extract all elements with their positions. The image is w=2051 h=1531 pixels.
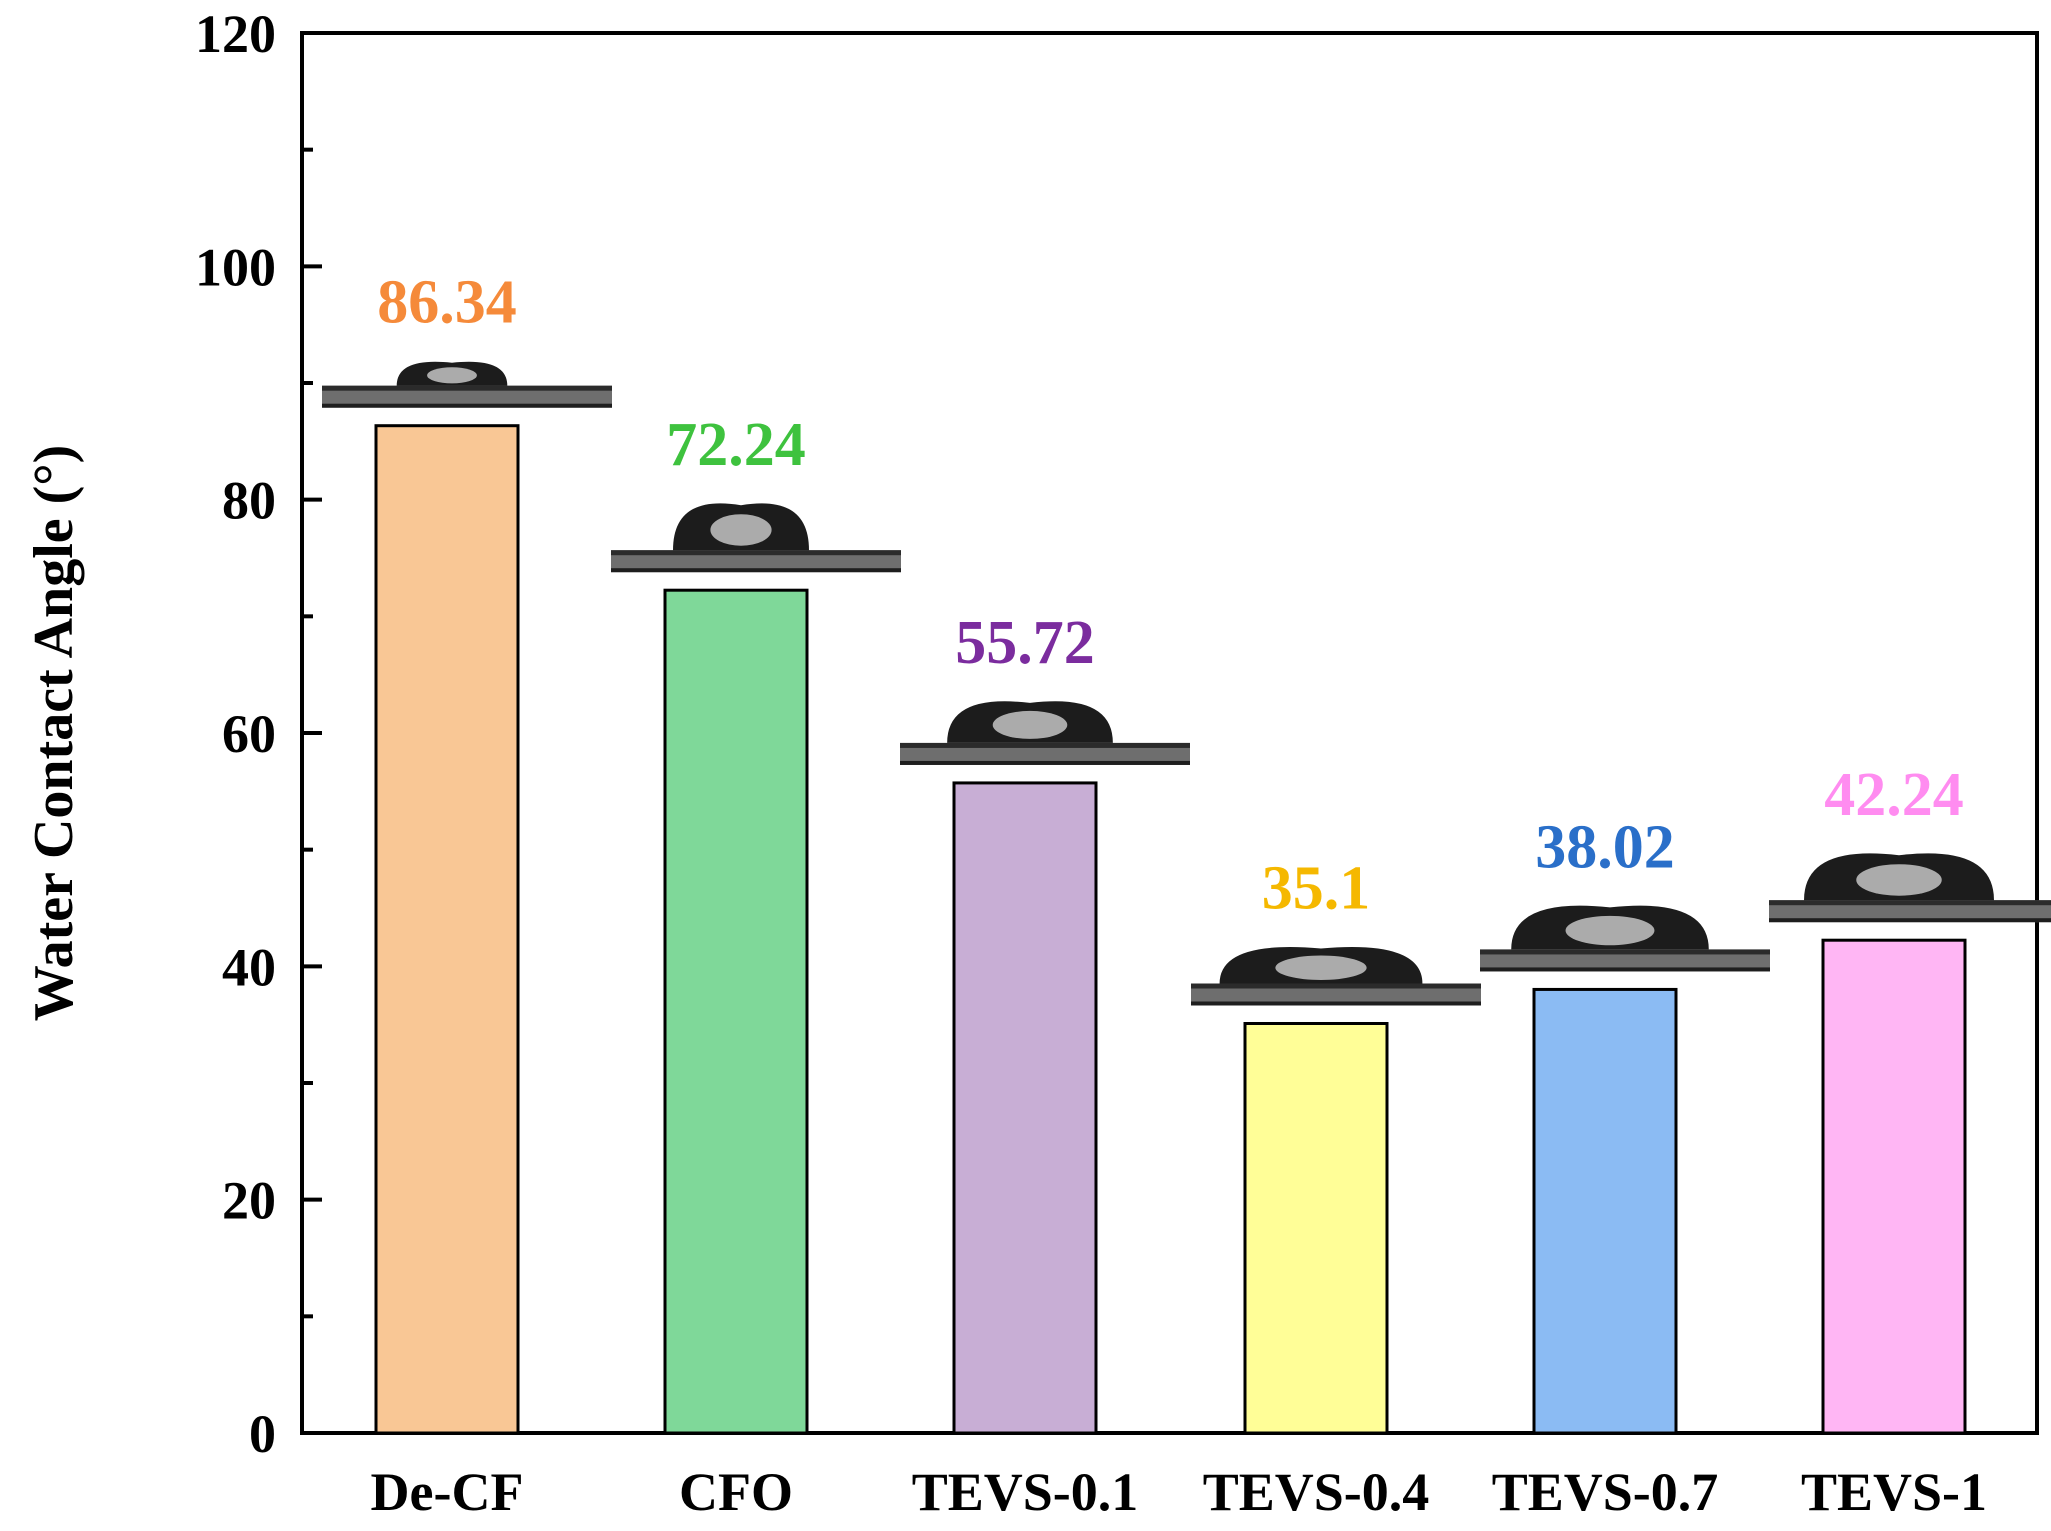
y-tick-label: 120 [195,4,276,64]
y-tick-label: 0 [249,1404,276,1464]
y-axis: 0 20 40 60 80 100 120 [195,4,322,1464]
data-label-tevs-0.7: 38.02 [1535,813,1675,881]
data-label-tevs-1: 42.24 [1824,761,1964,829]
plot-frame [300,31,2039,1435]
substrate-edge [322,403,612,408]
bar-tevs-0.1 [952,781,1098,1435]
droplet-highlight [992,710,1068,739]
x-tick-label: TEVS-0.4 [1203,1462,1430,1522]
x-tick-label: TEVS-0.1 [912,1462,1139,1522]
droplet-photo [611,503,901,573]
substrate-strip [1769,900,2051,923]
bar-tevs-0.4 [1243,1022,1389,1435]
droplet-photo [1191,947,1481,1006]
droplet-highlight [1565,915,1655,946]
y-tick-label: 100 [195,237,276,297]
substrate-edge [900,760,1190,765]
substrate-edge [1769,900,2051,906]
x-tick-label: CFO [679,1462,793,1522]
droplet-images-group [322,361,2051,1006]
y-tick-label: 80 [222,471,276,531]
droplet-photo [1480,905,1770,972]
substrate-strip [900,742,1190,765]
droplet-highlight [1856,864,1942,896]
bars-group [374,424,1967,1435]
substrate-strip [322,385,612,408]
droplet-highlight [710,514,772,546]
y-axis-label: Water Contact Angle (°) [23,445,85,1022]
y-tick-label: 60 [222,704,276,764]
substrate-edge [1480,967,1770,972]
data-labels-group: 86.34 72.24 55.72 35.1 38.02 42.24 [377,269,1964,923]
substrate-strip [611,550,901,573]
substrate-edge [611,568,901,573]
droplet-photo [1769,853,2051,923]
droplet-photo [322,361,612,408]
substrate-edge [1191,1001,1481,1006]
droplet-photo [900,701,1190,765]
substrate-edge [1191,983,1481,989]
substrate-edge [1769,918,2051,923]
substrate-strip [1191,983,1481,1006]
bar-tevs-0.7 [1532,987,1678,1435]
bar-tevs-1 [1821,938,1967,1435]
bar-de-cf [374,424,520,1435]
substrate-edge [900,742,1190,748]
substrate-edge [611,550,901,556]
substrate-edge [1480,949,1770,955]
substrate-edge [322,385,612,391]
data-label-tevs-0.1: 55.72 [955,609,1095,677]
droplet-highlight [1275,955,1367,980]
data-label-tevs-0.4: 35.1 [1262,855,1371,923]
data-label-de-cf: 86.34 [377,269,517,337]
bar-cfo [663,588,809,1435]
substrate-strip [1480,949,1770,972]
x-tick-label: TEVS-1 [1801,1462,1987,1522]
data-label-cfo: 72.24 [666,411,806,479]
x-axis: De-CF CFO TEVS-0.1 TEVS-0.4 TEVS-0.7 TEVS-1 [371,1462,1987,1522]
droplet-highlight [427,367,477,384]
y-tick-label: 20 [222,1171,276,1231]
x-tick-label: TEVS-0.7 [1492,1462,1719,1522]
y-tick-label: 40 [222,937,276,997]
x-tick-label: De-CF [371,1462,524,1522]
